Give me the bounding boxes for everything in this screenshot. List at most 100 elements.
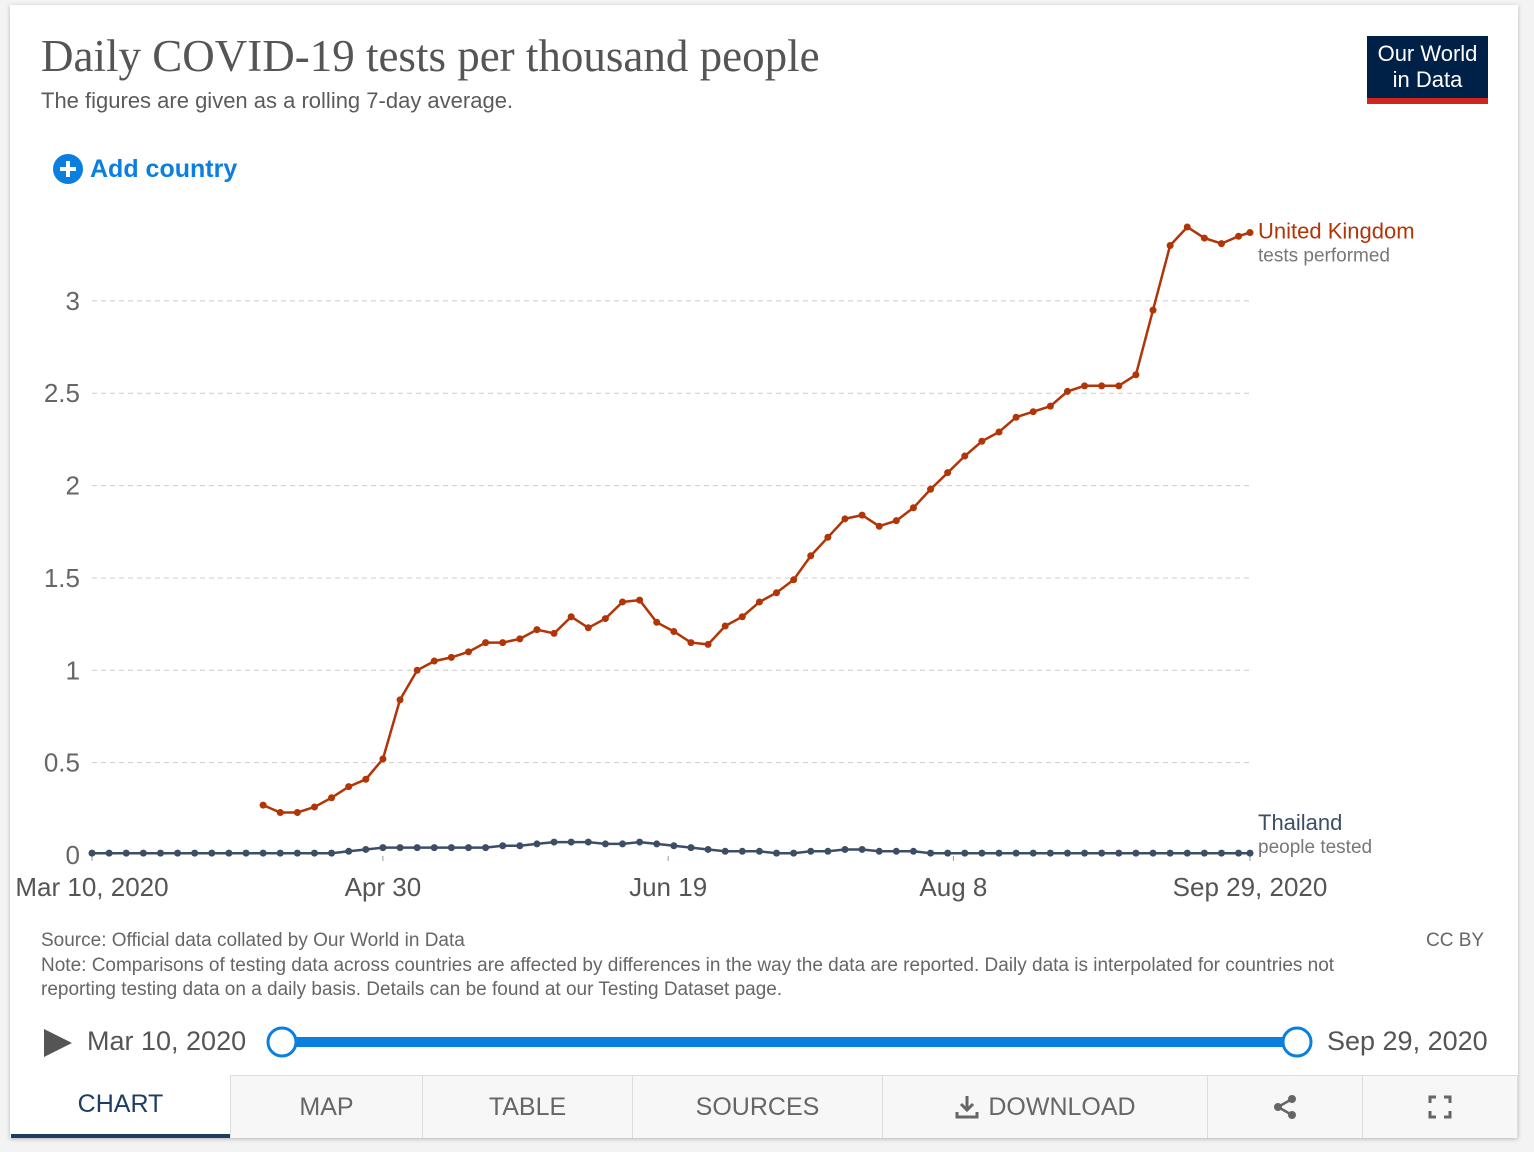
data-point	[482, 844, 490, 852]
data-point	[1012, 413, 1020, 421]
data-point	[396, 844, 404, 852]
data-point	[995, 428, 1003, 436]
tab[interactable]	[1362, 1075, 1518, 1138]
share-icon	[1274, 1095, 1296, 1119]
data-point	[1217, 849, 1225, 857]
add-icon[interactable]	[52, 153, 84, 185]
data-point	[1029, 408, 1037, 416]
source: Source: Official data collated by Our Wo…	[41, 930, 465, 951]
data-point	[413, 666, 421, 674]
data-point	[995, 849, 1003, 857]
data-point	[841, 515, 849, 523]
data-point	[379, 844, 387, 852]
tab[interactable]: DOWNLOAD	[882, 1075, 1207, 1138]
data-point	[858, 845, 866, 853]
series-label: United Kingdom	[1258, 219, 1415, 244]
data-point	[1081, 382, 1089, 390]
data-point	[1200, 849, 1208, 857]
data-point	[1132, 849, 1140, 857]
data-point	[738, 613, 746, 621]
data-point	[961, 452, 969, 460]
tab[interactable]: MAP	[230, 1075, 422, 1138]
data-point	[293, 809, 301, 817]
data-point	[653, 618, 661, 626]
download-icon	[955, 1096, 979, 1119]
data-point	[653, 840, 661, 848]
data-point	[841, 845, 849, 853]
data-point	[276, 809, 284, 817]
data-point	[328, 794, 336, 802]
data-point	[379, 755, 387, 763]
timeline-end: Sep 29, 2020	[1327, 1026, 1488, 1056]
data-point	[242, 849, 250, 857]
data-point	[978, 437, 986, 445]
tab[interactable]: TABLE	[422, 1075, 632, 1138]
license[interactable]: CC BY	[1426, 930, 1485, 951]
data-point	[516, 635, 524, 643]
tab[interactable]: CHART	[11, 1075, 230, 1138]
data-point	[875, 847, 883, 855]
data-point	[738, 847, 746, 855]
title: Daily COVID-19 tests per thousand people	[41, 31, 820, 81]
slider[interactable]	[262, 1022, 1317, 1064]
card	[10, 5, 1518, 1138]
data-point	[961, 849, 969, 857]
data-point	[499, 842, 507, 850]
data-point	[670, 628, 678, 636]
data-point	[105, 849, 113, 857]
data-point	[1246, 229, 1254, 237]
data-point	[1183, 223, 1191, 231]
data-point	[1098, 849, 1106, 857]
data-point	[584, 624, 592, 632]
data-point	[533, 840, 541, 848]
logo-line: Our World	[1377, 41, 1478, 66]
data-point	[755, 847, 763, 855]
data-point	[191, 849, 199, 857]
data-point	[892, 847, 900, 855]
data-point	[464, 648, 472, 656]
note: Note: Comparisons of testing data across…	[41, 955, 1335, 1000]
data-point	[807, 552, 815, 560]
series-sublabel: people tested	[1258, 837, 1372, 858]
data-point	[567, 838, 575, 846]
data-point	[139, 849, 147, 857]
data-point	[174, 849, 182, 857]
data-point	[773, 849, 781, 857]
data-point	[584, 838, 592, 846]
data-point	[88, 849, 96, 857]
data-point	[362, 775, 370, 783]
tab[interactable]: SOURCES	[632, 1075, 882, 1138]
data-point	[619, 598, 627, 606]
data-point	[687, 844, 695, 852]
data-point	[259, 849, 267, 857]
data-point	[310, 803, 318, 811]
data-point	[1063, 387, 1071, 395]
x-tick-label: Apr 30	[345, 872, 422, 902]
subtitle: The figures are given as a rolling 7-day…	[41, 88, 514, 113]
data-point	[790, 849, 798, 857]
data-point	[1149, 849, 1157, 857]
data-point	[704, 845, 712, 853]
data-point	[1046, 849, 1054, 857]
tab[interactable]	[1207, 1075, 1362, 1138]
data-point	[636, 596, 644, 604]
data-point	[824, 847, 832, 855]
y-tick-label: 1	[66, 655, 80, 685]
data-point	[601, 840, 609, 848]
y-tick-label: 0.5	[44, 748, 80, 778]
logo[interactable]: Our World in Data	[1367, 36, 1488, 104]
data-point	[1166, 849, 1174, 857]
data-point	[482, 639, 490, 647]
x-tick-label: Mar 10, 2020	[15, 872, 168, 902]
data-point	[550, 838, 558, 846]
play-button[interactable]	[40, 1026, 76, 1062]
data-point	[1081, 849, 1089, 857]
data-point	[687, 639, 695, 647]
timeline-start: Mar 10, 2020	[87, 1026, 247, 1056]
data-point	[156, 849, 164, 857]
data-point	[807, 847, 815, 855]
y-tick-label: 1.5	[44, 563, 80, 593]
series-line	[262, 225, 1251, 814]
add-country[interactable]: Add country	[90, 155, 238, 183]
